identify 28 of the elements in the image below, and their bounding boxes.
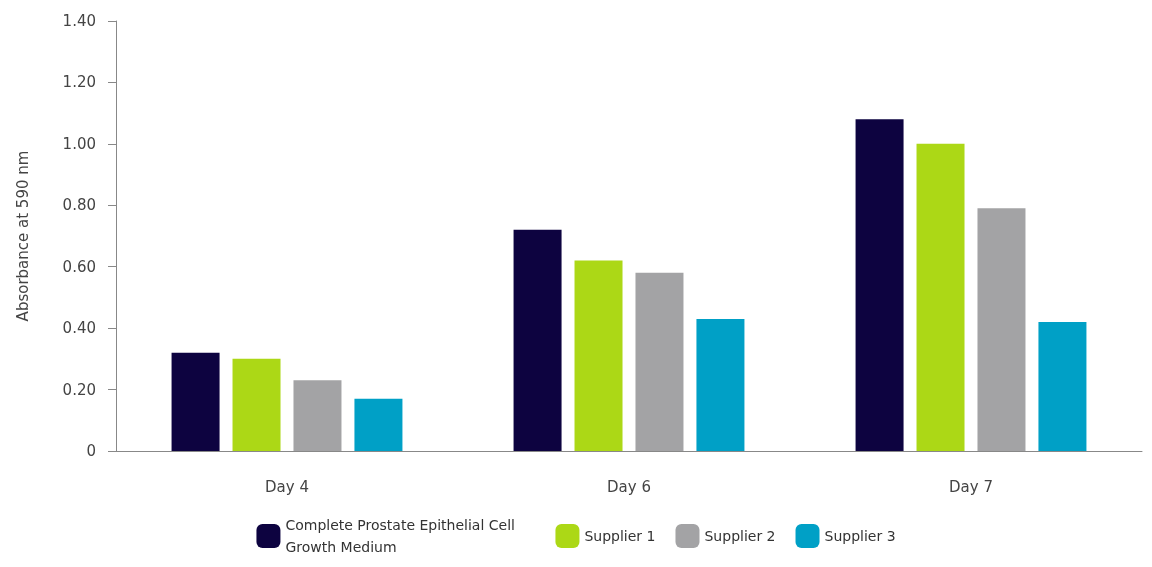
bar [171, 352, 220, 451]
y-axis-title: Absorbance at 590 nm [13, 150, 32, 322]
y-tick-label: 0.80 [62, 196, 96, 215]
x-tick-label: Day 4 [265, 477, 309, 496]
bar [293, 380, 342, 451]
bar [1038, 322, 1087, 451]
x-tick-label: Day 6 [607, 477, 651, 496]
y-tick-label: 1.40 [62, 12, 96, 30]
y-tick-label: 1.20 [62, 73, 96, 92]
bar [635, 272, 684, 451]
legend-label: Supplier 1 [584, 528, 656, 544]
legend-label: Supplier 3 [824, 528, 896, 544]
y-tick-label: 0.60 [62, 257, 96, 276]
bar [916, 143, 965, 451]
bar [354, 398, 403, 451]
bar [232, 358, 281, 451]
bar [977, 208, 1026, 451]
legend-label: Complete Prostate Epithelial Cell Growth Medium [285, 517, 520, 555]
y-tick-label: 1.00 [62, 134, 96, 153]
bar [696, 318, 745, 451]
y-tick-label: 0.20 [62, 380, 96, 399]
legend-label: Supplier 2 [704, 528, 776, 544]
bar [855, 119, 904, 451]
y-tick-label: 0.40 [62, 319, 96, 338]
bar [574, 260, 623, 451]
bar [513, 229, 562, 451]
y-tick-label: 0 [86, 442, 96, 460]
x-tick-label: Day 7 [949, 477, 993, 496]
